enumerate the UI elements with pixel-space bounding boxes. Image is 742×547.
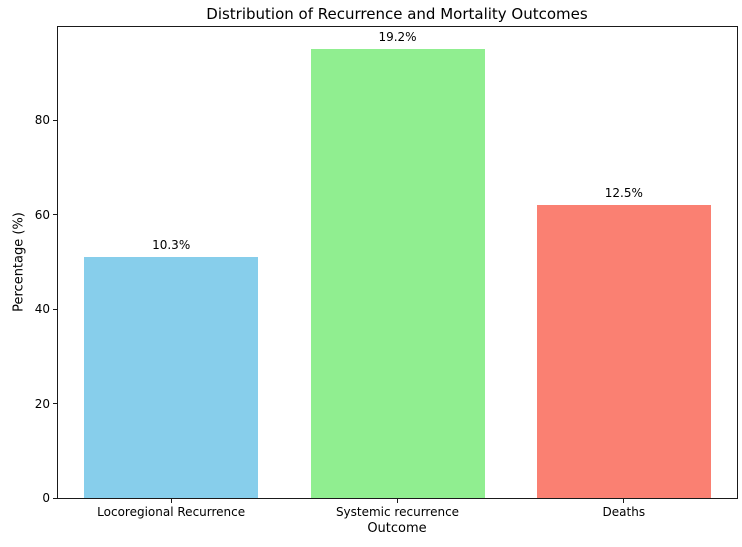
bar-value-label: 19.2% [378,30,417,45]
bar-value-label: 10.3% [152,238,191,253]
y-tick-label: 60 [34,207,50,222]
y-tick-mark [53,119,57,121]
y-tick-mark [53,308,57,310]
y-tick-label: 40 [34,302,50,317]
x-axis-label: Outcome [367,521,427,536]
y-tick-mark [53,497,57,499]
bar-value-label: 12.5% [604,186,643,201]
bar [310,49,485,498]
x-tick-label: Deaths [602,505,646,519]
x-tick-mark [397,499,398,503]
x-tick-mark [170,499,172,503]
y-tick-label: 0 [42,491,50,505]
plot-area: 0 20 40 60 80 10.3% Locoregional Recurrence 19.… [35,26,738,519]
chart-title: Distribution of Recurrence and Mortality… [206,5,588,23]
y-tick-mark [53,214,57,216]
bar-group: 19.2% [310,27,485,498]
y-tick-mark [53,403,57,405]
y-tick-label: 20 [34,396,50,411]
bar [536,205,711,498]
x-tick-label: Systemic recurrence [335,505,460,519]
x-tick-mark [623,499,625,503]
bar-group: 10.3% [84,27,259,498]
bar-group: 12.5% [536,27,711,498]
x-tick-label: Locoregional Recurrence [97,505,246,519]
y-tick-label: 80 [34,113,50,128]
y-axis-label: Percentage (%) [11,212,27,312]
bar [84,257,259,498]
